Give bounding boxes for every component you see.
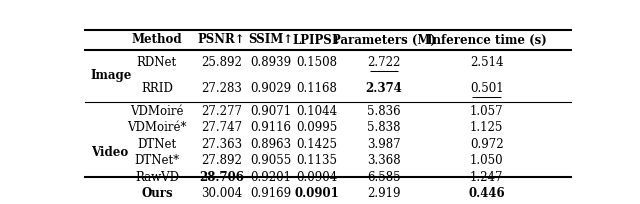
Text: 30.004: 30.004 [201, 186, 242, 200]
Text: 27.277: 27.277 [201, 104, 242, 117]
Text: DTNet: DTNet [138, 137, 177, 150]
Text: Inference time (s): Inference time (s) [427, 33, 547, 46]
Text: 1.050: 1.050 [470, 153, 504, 166]
Text: Video: Video [91, 145, 128, 158]
Text: Method: Method [132, 33, 182, 46]
Text: 0.9116: 0.9116 [250, 121, 291, 133]
Text: 0.1168: 0.1168 [297, 82, 337, 95]
Text: 0.0901: 0.0901 [294, 186, 339, 200]
Text: 27.747: 27.747 [201, 121, 242, 133]
Text: 5.836: 5.836 [367, 104, 401, 117]
Text: SSIM↑: SSIM↑ [248, 33, 294, 46]
Text: 27.283: 27.283 [201, 82, 242, 95]
Text: 0.0904: 0.0904 [296, 170, 338, 183]
Text: Parameters (M): Parameters (M) [332, 33, 436, 46]
Text: RRID: RRID [141, 82, 173, 95]
Text: 28.706: 28.706 [199, 170, 244, 183]
Text: 0.9201: 0.9201 [250, 170, 291, 183]
Text: 3.368: 3.368 [367, 153, 401, 166]
Text: 0.1044: 0.1044 [296, 104, 338, 117]
Text: 1.247: 1.247 [470, 170, 504, 183]
Text: VDMoiré*: VDMoiré* [127, 121, 187, 133]
Text: 0.8939: 0.8939 [250, 56, 292, 69]
Text: 5.838: 5.838 [367, 121, 401, 133]
Text: 2.374: 2.374 [365, 82, 403, 95]
Text: RawVD: RawVD [135, 170, 179, 183]
Text: 6.585: 6.585 [367, 170, 401, 183]
Text: VDMoiré: VDMoiré [130, 104, 184, 117]
Text: 1.125: 1.125 [470, 121, 504, 133]
Text: 2.514: 2.514 [470, 56, 504, 69]
Text: 2.919: 2.919 [367, 186, 401, 200]
Text: 1.057: 1.057 [470, 104, 504, 117]
Text: 0.9071: 0.9071 [250, 104, 292, 117]
Text: 0.1425: 0.1425 [296, 137, 337, 150]
Text: RDNet: RDNet [137, 56, 177, 69]
Text: PSNR↑: PSNR↑ [198, 33, 245, 46]
Text: 0.446: 0.446 [468, 186, 505, 200]
Text: 0.501: 0.501 [470, 82, 504, 95]
Text: 0.972: 0.972 [470, 137, 504, 150]
Text: 0.1508: 0.1508 [296, 56, 337, 69]
Text: 3.987: 3.987 [367, 137, 401, 150]
Text: Ours: Ours [141, 186, 173, 200]
Text: 0.9055: 0.9055 [250, 153, 292, 166]
Text: 0.9169: 0.9169 [250, 186, 292, 200]
Text: Image: Image [91, 69, 132, 82]
Text: 25.892: 25.892 [201, 56, 242, 69]
Text: LPIPS↓: LPIPS↓ [292, 33, 342, 46]
Text: 0.0995: 0.0995 [296, 121, 338, 133]
Text: 27.892: 27.892 [201, 153, 242, 166]
Text: 27.363: 27.363 [201, 137, 242, 150]
Text: 2.722: 2.722 [367, 56, 401, 69]
Text: DTNet*: DTNet* [134, 153, 179, 166]
Text: 0.9029: 0.9029 [250, 82, 292, 95]
Text: 0.8963: 0.8963 [250, 137, 292, 150]
Text: 0.1135: 0.1135 [296, 153, 337, 166]
